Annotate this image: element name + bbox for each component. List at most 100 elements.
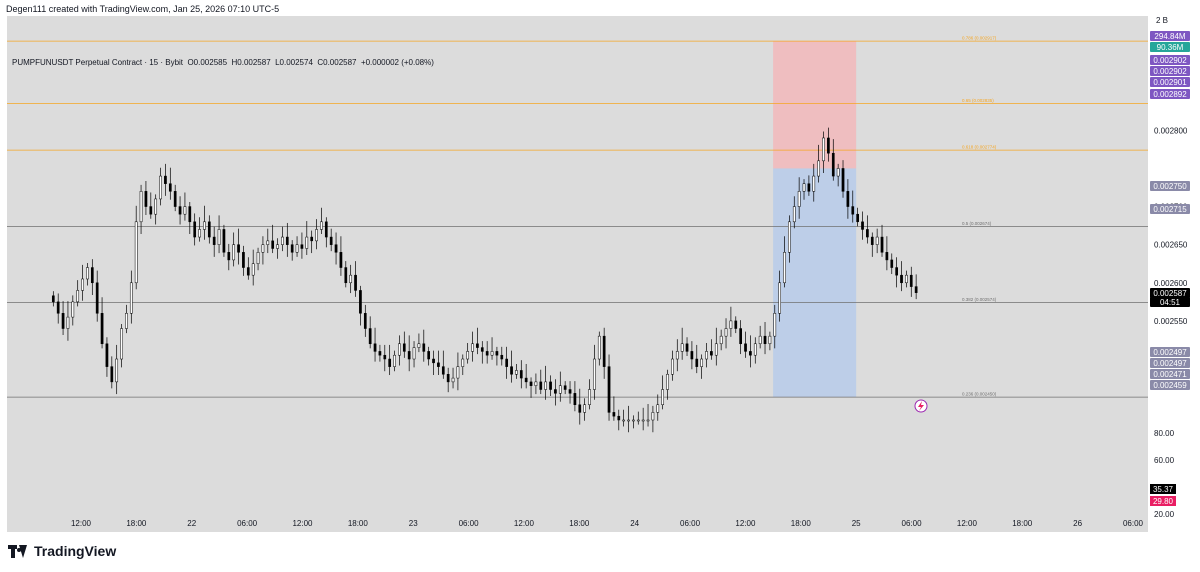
candle-body bbox=[354, 274, 357, 291]
candle-body bbox=[846, 191, 850, 207]
candle-body bbox=[753, 343, 757, 356]
candle-body bbox=[524, 377, 528, 383]
candle-body bbox=[792, 206, 796, 223]
candle-body bbox=[646, 419, 650, 422]
fib-level-label: 0.382 (0.002574) bbox=[962, 297, 997, 302]
candle-body bbox=[544, 381, 548, 390]
candle-body bbox=[641, 419, 645, 422]
price-badge bbox=[1150, 42, 1190, 52]
candle-body bbox=[841, 168, 845, 192]
candle-body bbox=[320, 221, 323, 230]
candle-body bbox=[310, 236, 314, 242]
price-badge-text: 0.002471 bbox=[1153, 370, 1187, 379]
indicator-badge-text: 35.37 bbox=[1153, 485, 1174, 494]
indicator-axis-tick: 20.00 bbox=[1154, 510, 1175, 519]
candle-body bbox=[305, 236, 309, 249]
candle-body bbox=[695, 358, 699, 367]
candle-body bbox=[568, 389, 572, 394]
candle-body bbox=[749, 351, 752, 356]
candle-body bbox=[583, 404, 587, 413]
candle-body bbox=[139, 191, 143, 223]
candle-body bbox=[558, 385, 562, 394]
time-axis-tick: 06:00 bbox=[459, 519, 480, 528]
price-badge bbox=[1150, 181, 1190, 191]
price-badge-text: 0.002497 bbox=[1153, 348, 1187, 357]
candle-body bbox=[627, 419, 630, 422]
position-risk-zone[interactable] bbox=[773, 168, 857, 398]
time-axis-tick: 12:00 bbox=[735, 519, 756, 528]
indicator-badge-text: 29.80 bbox=[1153, 497, 1174, 506]
candle-body bbox=[407, 351, 411, 360]
brand-name: TradingView bbox=[34, 543, 117, 559]
candle-body bbox=[602, 335, 606, 367]
candle-body bbox=[295, 244, 299, 253]
candle-body bbox=[222, 229, 226, 253]
price-badge-text: 0.002750 bbox=[1153, 182, 1187, 191]
price-badge-text: 0.002459 bbox=[1153, 381, 1187, 390]
candle-body bbox=[597, 335, 601, 360]
candle-body bbox=[281, 236, 284, 245]
price-badge-text: 04:51 bbox=[1160, 298, 1181, 307]
tradingview-logo: TradingView bbox=[8, 543, 116, 559]
candle-body bbox=[685, 343, 689, 352]
candle-body bbox=[71, 301, 75, 318]
price-axis[interactable] bbox=[1148, 16, 1200, 532]
candle-body bbox=[285, 236, 289, 245]
candle-body bbox=[242, 252, 245, 268]
candle-body bbox=[81, 278, 84, 291]
candle-body bbox=[578, 404, 582, 413]
chart-plot-area[interactable] bbox=[7, 16, 1148, 532]
price-axis-tick: 0.002800 bbox=[1154, 126, 1188, 135]
candle-body bbox=[622, 419, 626, 422]
candle-body bbox=[539, 381, 543, 390]
candle-body bbox=[344, 267, 348, 284]
indicator-axis-tick: 80.00 bbox=[1154, 429, 1175, 438]
candle-body bbox=[466, 351, 470, 360]
candle-body bbox=[324, 221, 328, 238]
candle-body bbox=[134, 221, 138, 284]
candle-body bbox=[110, 366, 114, 383]
time-axis-tick: 12:00 bbox=[514, 519, 535, 528]
price-axis-tick: 0.002550 bbox=[1154, 317, 1188, 326]
candle-body bbox=[246, 267, 250, 276]
price-axis-tick: 0.002650 bbox=[1154, 241, 1188, 250]
candle-body bbox=[100, 313, 104, 345]
candle-body bbox=[802, 183, 806, 192]
candle-body bbox=[66, 316, 70, 329]
candle-body bbox=[900, 274, 903, 284]
candle-body bbox=[529, 381, 533, 386]
price-badge-text: 90.36M bbox=[1157, 43, 1184, 52]
candle-body bbox=[276, 244, 279, 249]
time-axis-tick: 25 bbox=[852, 519, 861, 528]
candle-body bbox=[515, 370, 518, 375]
candle-body bbox=[690, 351, 694, 360]
candle-body bbox=[398, 343, 401, 356]
fib-level-label: 0.65 (0.002835) bbox=[962, 98, 994, 103]
candle-body bbox=[271, 240, 275, 249]
indicator-badge bbox=[1150, 484, 1176, 494]
time-axis-tick: 18:00 bbox=[126, 519, 147, 528]
candle-body bbox=[227, 252, 231, 261]
candle-body bbox=[61, 313, 65, 329]
candle-body bbox=[412, 347, 416, 360]
candle-body bbox=[607, 366, 611, 413]
candle-body bbox=[120, 328, 123, 360]
position-profit-zone[interactable] bbox=[773, 41, 857, 169]
candle-body bbox=[266, 240, 270, 245]
price-badge bbox=[1150, 347, 1190, 357]
candle-body bbox=[758, 335, 762, 345]
indicator-badge bbox=[1150, 496, 1176, 506]
candle-body bbox=[446, 374, 450, 383]
time-axis-tick: 23 bbox=[409, 519, 418, 528]
time-axis-tick: 12:00 bbox=[957, 519, 978, 528]
tradingview-icon bbox=[8, 544, 28, 558]
price-badge-text: 0.002902 bbox=[1153, 67, 1187, 76]
candle-body bbox=[207, 221, 211, 238]
candle-body bbox=[56, 301, 60, 314]
candle-body bbox=[261, 244, 265, 253]
time-axis-tick: 18:00 bbox=[348, 519, 369, 528]
candle-body bbox=[393, 354, 396, 367]
candle-body bbox=[710, 351, 713, 356]
candle-body bbox=[636, 419, 640, 422]
